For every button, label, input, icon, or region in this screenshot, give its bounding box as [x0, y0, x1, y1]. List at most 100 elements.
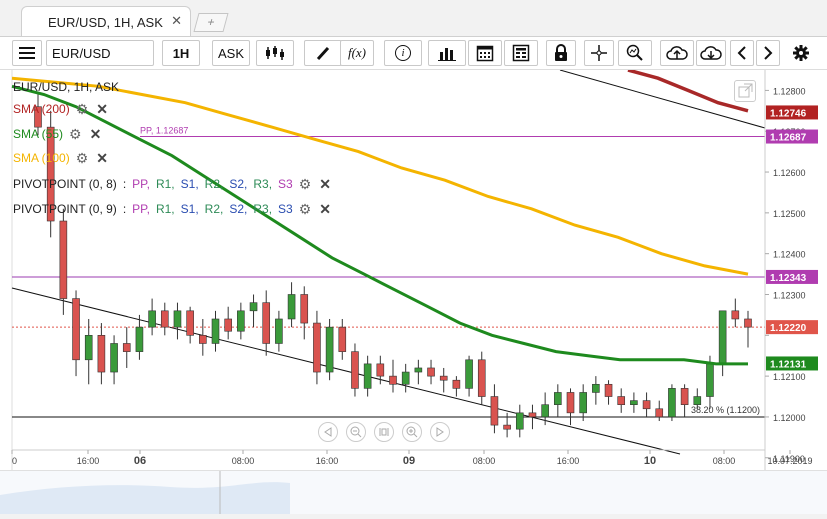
- draw-button[interactable]: [304, 40, 342, 66]
- candle-body: [490, 396, 499, 426]
- zoom-button[interactable]: [618, 40, 652, 66]
- price-label: 1.12220: [770, 323, 807, 334]
- sma55-line: [11, 84, 748, 366]
- gear-icon[interactable]: ⚙: [298, 175, 312, 192]
- side-select[interactable]: ASK: [212, 40, 250, 66]
- triangle-left-icon: [324, 427, 332, 437]
- candle-body: [376, 363, 385, 377]
- candle-body: [566, 392, 575, 414]
- gear-icon: [793, 45, 809, 61]
- y-tick-label: 1.11900: [773, 454, 805, 464]
- pp-label: PP,: [132, 202, 150, 216]
- sma100-label: SMA (100): [13, 151, 70, 165]
- trendline-upper: [559, 70, 766, 129]
- timeframe-value: 1H: [172, 45, 190, 61]
- zoom-icon: [626, 44, 643, 61]
- news-button[interactable]: [504, 40, 538, 66]
- candle-body: [592, 383, 600, 393]
- x-tick-label: 09: [403, 455, 415, 467]
- gear-icon[interactable]: ⚙: [69, 125, 82, 142]
- legend-pivot1[interactable]: PIVOTPOINT (0, 8) : PP, R1, S1, R2, S2, R3, S3…: [13, 175, 331, 193]
- gear-icon[interactable]: ⚙: [298, 200, 312, 217]
- calendar-button[interactable]: [468, 40, 502, 66]
- price-label: 1.12131: [770, 359, 807, 370]
- triangle-right-icon: [436, 427, 444, 437]
- s2-label: S2,: [229, 177, 248, 191]
- volume-button[interactable]: [428, 40, 466, 66]
- save-cloud-button[interactable]: [660, 40, 694, 66]
- cloud-download-icon: [700, 46, 722, 60]
- zoom-in-button[interactable]: [402, 422, 422, 442]
- candle-body: [97, 335, 106, 373]
- tab-bar: EUR/USD, 1H, ASK ✕ +: [0, 0, 827, 37]
- s3-label: S3: [278, 202, 293, 216]
- crosshair-button[interactable]: [584, 40, 614, 66]
- reset-zoom-button[interactable]: [374, 422, 394, 442]
- info-icon: i: [395, 45, 411, 61]
- price-label-bg: [766, 356, 818, 371]
- load-cloud-button[interactable]: [696, 40, 726, 66]
- bar-chart-icon: [438, 48, 456, 61]
- r3-label: R3,: [253, 177, 273, 191]
- legend-sma200[interactable]: SMA (200) ⚙ ✕: [13, 100, 108, 118]
- pp-label: PP,: [132, 177, 150, 191]
- price-label-bg: [766, 105, 818, 120]
- chart-title: EUR/USD, 1H, ASK: [13, 78, 119, 96]
- prev-button[interactable]: [730, 40, 754, 66]
- chevron-left-icon: [737, 46, 746, 60]
- scroll-right-button[interactable]: [430, 422, 450, 442]
- candle-body: [389, 375, 397, 385]
- navigator[interactable]: [0, 470, 827, 514]
- expand-button[interactable]: [734, 80, 756, 102]
- candle-body: [313, 322, 321, 373]
- legend-sma100[interactable]: SMA (100) ⚙ ✕: [13, 149, 108, 167]
- gear-icon[interactable]: ⚙: [75, 149, 89, 166]
- close-icon[interactable]: ✕: [171, 13, 182, 28]
- price-chart[interactable]: PP, 1.12687 38.20 % (1.1200) 1.12800 1.127…: [0, 70, 827, 513]
- timeframe-select[interactable]: 1H: [162, 40, 200, 66]
- chevron-right-icon: [764, 46, 773, 60]
- s1-label: S1,: [180, 202, 199, 216]
- candle-body: [477, 359, 486, 397]
- close-icon[interactable]: ✕: [319, 175, 332, 192]
- candle-body: [617, 396, 626, 405]
- close-icon[interactable]: ✕: [96, 149, 108, 166]
- instrument-select[interactable]: EUR/USD: [46, 40, 154, 66]
- candle-body: [262, 302, 271, 344]
- menu-button[interactable]: [12, 40, 42, 66]
- fib-label: 38.20 % (1.1200): [691, 405, 760, 415]
- candle-body: [72, 298, 80, 361]
- next-button[interactable]: [756, 40, 780, 66]
- chart-type-button[interactable]: [256, 40, 294, 66]
- new-tab-button[interactable]: +: [193, 13, 229, 32]
- x-tick-label: 10.07.2019: [767, 456, 812, 466]
- close-icon[interactable]: ✕: [319, 200, 332, 217]
- chart-title-text: EUR/USD, 1H, ASK: [13, 80, 120, 94]
- pivot2-sep: :: [122, 202, 127, 216]
- lock-icon: [555, 44, 567, 61]
- indicators-button[interactable]: f(x): [340, 40, 374, 66]
- zoom-out-button[interactable]: [346, 422, 366, 442]
- settings-button[interactable]: [788, 40, 814, 66]
- candle-body: [554, 392, 562, 405]
- candle-body: [249, 302, 258, 312]
- candlestick-icon: [266, 46, 284, 60]
- tab-title: EUR/USD, 1H, ASK: [48, 15, 163, 30]
- r2-label: R2,: [204, 177, 224, 191]
- close-icon[interactable]: ✕: [89, 125, 102, 142]
- x-tick-label: 06: [134, 455, 146, 467]
- y-tick-label: 1.12000: [773, 413, 806, 423]
- chart-area[interactable]: PP, 1.12687 38.20 % (1.1200) 1.12800 1.127…: [0, 70, 827, 514]
- plus-icon: +: [205, 15, 217, 29]
- info-button[interactable]: i: [384, 40, 422, 66]
- legend-pivot2[interactable]: PIVOTPOINT (0, 9) : PP, R1, S1, R2, S2, R3, S3…: [13, 200, 331, 218]
- cloud-upload-icon: [666, 46, 688, 60]
- price-label-bg: [766, 129, 818, 144]
- candle-body: [541, 404, 549, 418]
- chart-tab[interactable]: EUR/USD, 1H, ASK ✕: [21, 6, 191, 36]
- scroll-left-button[interactable]: [318, 422, 338, 442]
- legend-sma55[interactable]: SMA (55) ⚙ ✕: [13, 125, 101, 143]
- gear-icon[interactable]: ⚙: [75, 100, 89, 117]
- close-icon[interactable]: ✕: [96, 100, 108, 117]
- lock-button[interactable]: [546, 40, 576, 66]
